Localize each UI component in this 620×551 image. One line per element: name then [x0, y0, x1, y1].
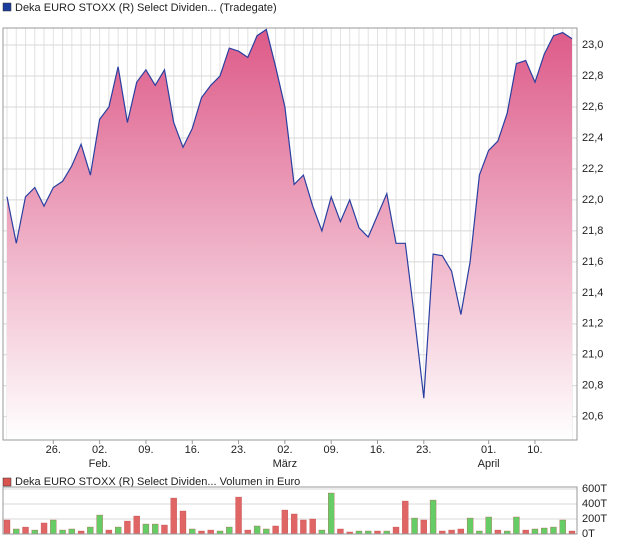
- y-tick-label: 20,6: [582, 411, 603, 423]
- volume-bar: [87, 526, 94, 535]
- volume-bar: [40, 522, 48, 535]
- volume-bar: [179, 510, 187, 535]
- line: [6, 28, 573, 399]
- volume-bar: [531, 528, 539, 535]
- x-tick-label: 23.: [231, 444, 246, 456]
- y-tick-label: 22,6: [582, 101, 603, 113]
- volume-bar: [263, 528, 270, 535]
- x-tick-label: 02.: [277, 444, 292, 456]
- y-tick-label: 0T: [582, 528, 595, 540]
- plot-frame: [2, 27, 578, 441]
- volume-bar: [105, 529, 113, 535]
- volume-bar: [411, 517, 418, 535]
- x-month-label: März: [273, 458, 297, 470]
- volume-bar: [244, 529, 251, 535]
- legend-swatch: [2, 477, 12, 487]
- volume-bar: [550, 526, 557, 535]
- y-tick-label: 21,2: [582, 318, 603, 330]
- x-month-label: Feb.: [89, 458, 111, 470]
- x-tick-label: 10.: [527, 444, 542, 456]
- y-tick-label: 23,0: [582, 39, 603, 51]
- volume-bar: [513, 516, 520, 535]
- x-tick-label: 23.: [416, 444, 431, 456]
- volume-bar: [494, 529, 502, 535]
- y-tick-label: 20,8: [582, 380, 603, 392]
- y-tick-label: 21,4: [582, 287, 603, 299]
- volume-bar: [235, 496, 242, 535]
- volume-bar: [485, 516, 492, 535]
- y-tick-label: 21,6: [582, 256, 603, 268]
- volume-bar: [3, 519, 11, 535]
- volume-bar: [337, 528, 344, 535]
- volume-bar: [152, 523, 159, 535]
- volume-bar: [290, 513, 298, 535]
- volume-bar: [420, 519, 427, 535]
- volume-bar: [300, 519, 307, 535]
- area: [7, 29, 572, 440]
- volume-bar: [96, 514, 103, 535]
- x-tick-label: 26.: [46, 444, 61, 456]
- volume-bar: [402, 500, 409, 535]
- volume-bar: [448, 529, 455, 535]
- volume-bar: [31, 529, 38, 535]
- y-tick-label: 22,8: [582, 70, 603, 82]
- y-tick-label: 21,8: [582, 225, 603, 237]
- legend-swatch: [2, 2, 12, 12]
- y-tick-label: 200T: [582, 513, 607, 525]
- legend-label: Deka EURO STOXX (R) Select Dividen... (T…: [15, 2, 277, 14]
- volume-bar: [522, 529, 529, 535]
- volume-bar: [124, 520, 131, 535]
- volume-bar: [318, 529, 326, 535]
- legend-label: Deka EURO STOXX (R) Select Dividen... Vo…: [15, 476, 300, 488]
- volume-bar: [161, 524, 168, 535]
- volume-bar: [392, 526, 400, 535]
- volume-bar: [68, 528, 75, 535]
- volume-bar: [50, 519, 57, 535]
- volume-bar: [170, 497, 177, 535]
- y-tick-label: 22,2: [582, 163, 603, 175]
- x-tick-label: 09.: [138, 444, 153, 456]
- volume-bar: [253, 525, 261, 535]
- volume-bar: [466, 517, 474, 535]
- y-tick-label: 600T: [582, 483, 607, 495]
- x-month-label: April: [478, 458, 500, 470]
- x-tick-label: 16.: [370, 444, 385, 456]
- volume-bar: [13, 528, 20, 535]
- y-tick-label: 22,0: [582, 194, 603, 206]
- volume-bar: [114, 526, 122, 535]
- volume-bar: [559, 519, 566, 535]
- volume-bar: [429, 499, 437, 535]
- volume-bar: [133, 515, 140, 535]
- volume-bar: [281, 509, 289, 535]
- volume-bar: [22, 526, 29, 535]
- y-tick-label: 400T: [582, 498, 607, 510]
- volume-bar: [272, 525, 279, 535]
- volume-bar: [207, 529, 214, 535]
- volume-bar: [309, 518, 316, 535]
- x-tick-label: 09.: [324, 444, 339, 456]
- y-tick-label: 22,4: [582, 132, 603, 144]
- volume-bar: [226, 526, 233, 535]
- volume-bar: [59, 529, 66, 535]
- x-tick-label: 16.: [185, 444, 200, 456]
- plot-frame: [2, 486, 578, 535]
- y-tick-label: 21,0: [582, 349, 603, 361]
- x-tick-label: 01.: [481, 444, 496, 456]
- volume-bar: [189, 528, 196, 535]
- volume-bar: [328, 492, 335, 535]
- volume-bar: [457, 528, 465, 535]
- x-tick-label: 02.: [92, 444, 107, 456]
- volume-bar: [541, 527, 548, 535]
- volume-bar: [142, 523, 150, 535]
